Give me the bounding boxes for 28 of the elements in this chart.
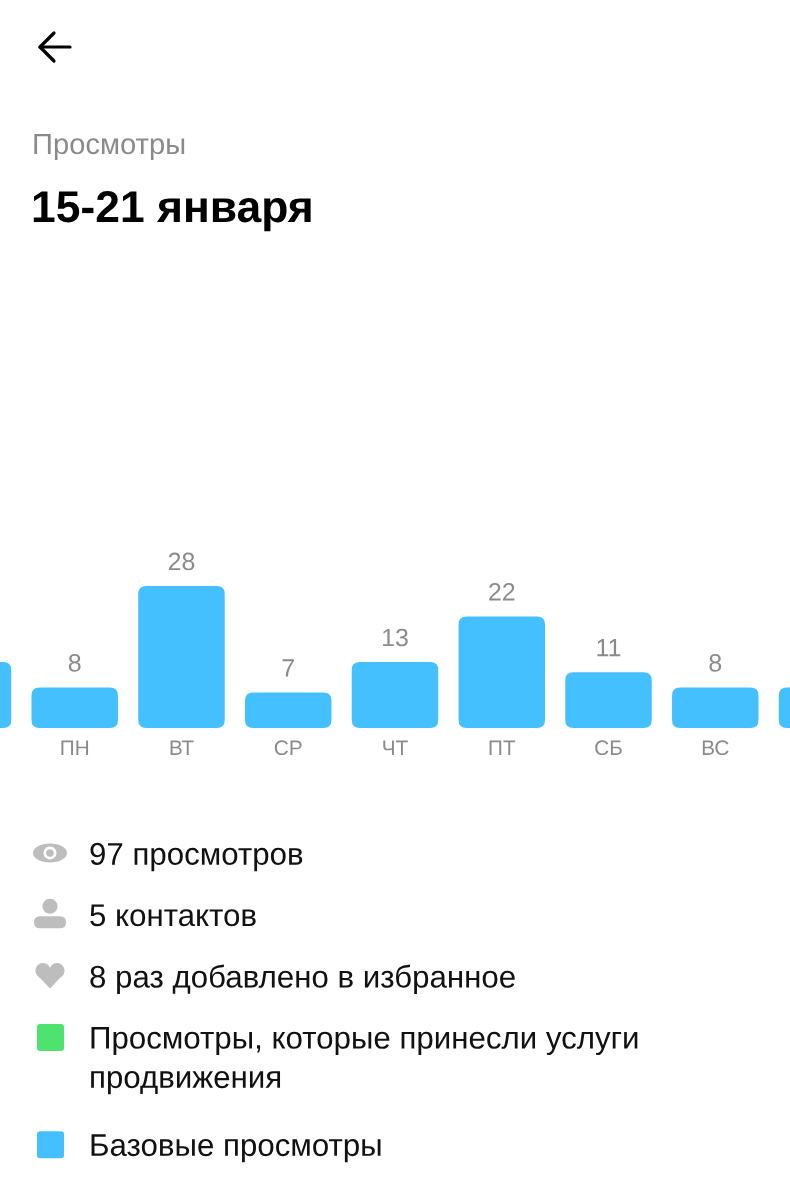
bar bbox=[31, 687, 118, 728]
text: 8 раз добавлено в избранное bbox=[90, 964, 515, 994]
data-label: 22 bbox=[489, 583, 515, 601]
x-tick-label: ПН bbox=[61, 740, 89, 755]
x-tick-label: ЧТ bbox=[383, 740, 408, 755]
data-label: 8 bbox=[68, 654, 81, 672]
text: 97 просмотров bbox=[90, 842, 303, 872]
x-tick-label: СБ bbox=[595, 740, 622, 756]
chart-subtitle: 15-21 января bbox=[33, 190, 311, 232]
bar bbox=[351, 662, 439, 728]
bar bbox=[672, 687, 759, 728]
data-label: 8 bbox=[709, 654, 722, 672]
data-label: 13 bbox=[383, 628, 408, 647]
x-tick-label: СР bbox=[274, 740, 302, 756]
x-tick-label: ПТ bbox=[489, 740, 516, 755]
data-label: 11 bbox=[597, 639, 621, 657]
data-label: 28 bbox=[168, 552, 195, 571]
x-tick-label: ВС bbox=[702, 740, 729, 756]
legend-label: Просмотры, которые принесли услуги продвижения bbox=[91, 1027, 638, 1095]
bar bbox=[458, 616, 545, 728]
bar bbox=[138, 586, 225, 728]
chart-title: Просмотры bbox=[34, 133, 185, 161]
bar bbox=[245, 692, 332, 728]
x-tick-label: ВТ bbox=[170, 740, 194, 755]
text: 5 контактов bbox=[90, 904, 256, 927]
legend-label: Базовые просмотры bbox=[91, 1134, 381, 1163]
data-label: 7 bbox=[282, 659, 294, 677]
bar bbox=[565, 672, 652, 728]
